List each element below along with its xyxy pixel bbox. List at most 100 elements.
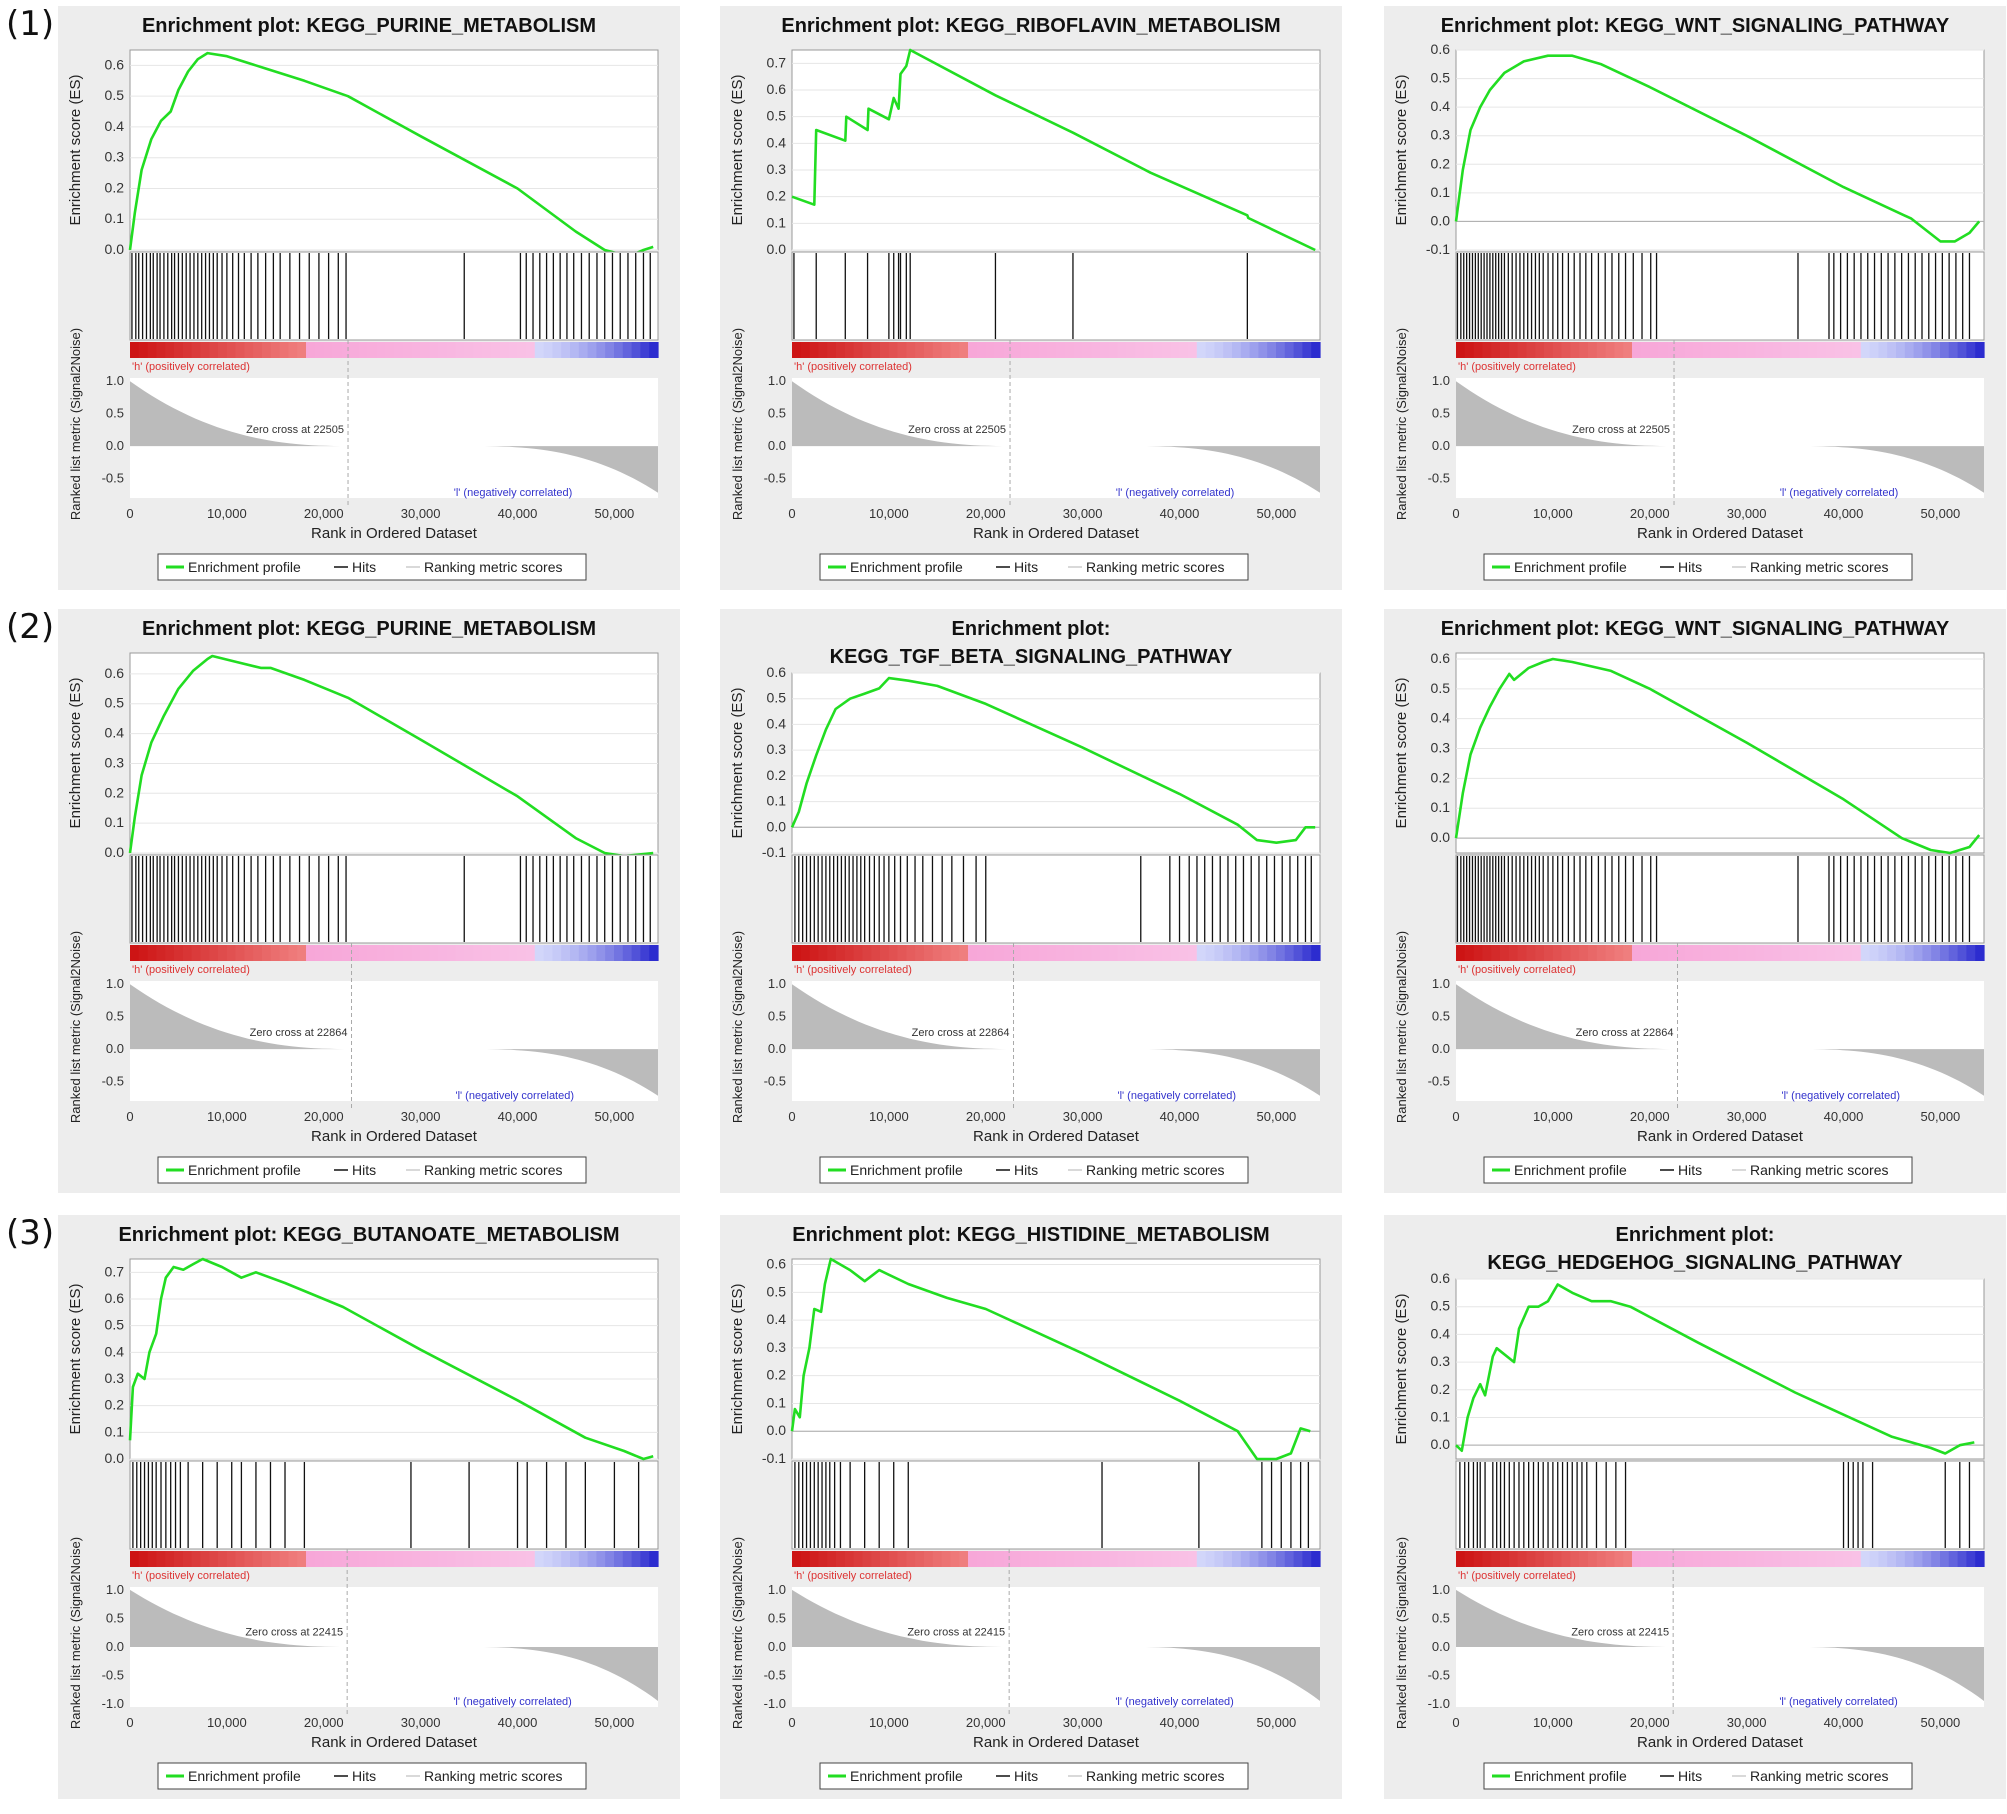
rank-color-segment: [596, 945, 606, 961]
rank-color-segment: [244, 1551, 254, 1567]
hits-area: [791, 251, 1321, 341]
rank-color-segment: [191, 1551, 201, 1567]
rank-color-segment: [1082, 945, 1092, 961]
rank-color-segment: [174, 1551, 184, 1567]
es-axis-label: Enrichment score (ES): [1393, 1294, 1410, 1445]
metric-axis-label: Ranked list metric (Signal2Noise): [1394, 1537, 1409, 1729]
rank-color-segment: [818, 342, 828, 358]
rank-color-segment: [1658, 945, 1668, 961]
legend-box: [819, 553, 1249, 581]
es-tick-label: 0.3: [105, 1370, 125, 1386]
metric-tick-label: 0.5: [768, 406, 786, 421]
rank-color-segment: [270, 1551, 281, 1567]
rank-color-segment: [1913, 1551, 1923, 1567]
rank-color-segment: [1232, 342, 1242, 358]
rank-color-segment: [429, 342, 439, 358]
rank-color-segment: [1860, 945, 1871, 961]
x-tick-label: 40,000: [498, 506, 538, 521]
es-tick-label: 0.3: [1431, 740, 1451, 756]
rank-color-segment: [200, 1551, 210, 1567]
rank-color-segment: [1904, 945, 1915, 961]
rank-color-segment: [174, 945, 184, 961]
es-tick-label: 0.4: [767, 1311, 787, 1327]
rank-color-segment: [1020, 342, 1031, 358]
rank-color-segment: [350, 342, 360, 358]
rank-color-segment: [631, 1551, 641, 1567]
rank-color-segment: [792, 1551, 802, 1567]
rank-color-segment: [270, 342, 281, 358]
metric-tick-label: 0.5: [768, 1009, 786, 1024]
rank-color-segment: [1781, 945, 1791, 961]
es-tick-label: 0.3: [767, 161, 787, 177]
rank-color-segment: [570, 1551, 580, 1567]
enrichment-profile-line: [1455, 1283, 1975, 1455]
es-tick-label: 0.6: [1431, 650, 1451, 666]
es-tick-label: 0.5: [767, 690, 787, 706]
legend-label-hits: Hits: [1014, 1768, 1038, 1784]
es-tick-label: -0.1: [1426, 241, 1450, 257]
metric-tick-label: -0.5: [1428, 1074, 1450, 1089]
rank-color-segment: [649, 1551, 659, 1567]
rank-color-segment: [394, 342, 404, 358]
metric-tick-label: 0.0: [106, 438, 124, 453]
rank-color-segment: [1020, 1551, 1031, 1567]
legend-box: [157, 553, 587, 581]
positive-correlation-label: 'h' (positively correlated): [794, 1570, 912, 1582]
es-tick-label: 0.0: [105, 844, 125, 860]
rank-color-segment: [1240, 342, 1251, 358]
rank-color-segment: [1711, 342, 1721, 358]
enrichment-plot-svg: Enrichment plot: KEGG_WNT_SIGNALING_PATH…: [1393, 618, 1985, 1184]
rank-color-segment: [1755, 945, 1765, 961]
es-axis-label: Enrichment score (ES): [729, 75, 746, 226]
rank-color-segment: [1100, 1551, 1110, 1567]
rank-color-segment: [1249, 1551, 1259, 1567]
rank-color-segment: [1878, 342, 1888, 358]
es-plot-area: [1455, 1278, 1985, 1460]
rank-color-segment: [1526, 342, 1536, 358]
metric-tick-label: -1.0: [102, 1696, 124, 1711]
rank-color-segment: [1570, 945, 1580, 961]
rank-color-segment: [1161, 945, 1171, 961]
rank-color-segment: [191, 945, 201, 961]
legend-label-metric: Ranking metric scores: [424, 559, 563, 575]
rank-color-segment: [587, 1551, 597, 1567]
rank-color-segment: [587, 342, 597, 358]
x-tick-label: 20,000: [1630, 1109, 1670, 1124]
rank-color-segment: [1038, 1551, 1048, 1567]
rank-color-segment: [1258, 1551, 1268, 1567]
es-tick-label: 0.1: [105, 1423, 125, 1439]
es-tick-label: 0.0: [105, 241, 125, 257]
rank-color-segment: [1764, 342, 1774, 358]
rank-color-segment: [1544, 342, 1554, 358]
rank-color-segment: [836, 945, 846, 961]
rank-color-segment: [1860, 342, 1871, 358]
rank-color-segment: [1808, 342, 1818, 358]
rank-color-segment: [1931, 342, 1941, 358]
rank-color-segment: [314, 945, 325, 961]
rank-color-segment: [1258, 945, 1268, 961]
es-tick-label: 0.4: [767, 134, 787, 150]
rank-color-segment: [130, 1551, 140, 1567]
rank-color-segment: [218, 945, 228, 961]
zero-cross-label: Zero cross at 22415: [245, 1627, 343, 1639]
rank-color-segment: [614, 945, 624, 961]
rank-color-segment: [614, 342, 624, 358]
rank-color-segment: [1614, 342, 1624, 358]
enrichment-profile-line: [128, 654, 654, 858]
enrichment-plot-svg: Enrichment plot: KEGG_PURINE_METABOLISM 0…: [67, 15, 659, 581]
x-tick-label: 20,000: [966, 1109, 1006, 1124]
rank-color-segment: [818, 945, 828, 961]
positive-metric-fill: [1456, 984, 1678, 1050]
legend-label-hits: Hits: [352, 1162, 376, 1178]
x-tick-label: 10,000: [207, 506, 247, 521]
negative-metric-fill: [474, 1049, 658, 1096]
rank-color-segment: [640, 1551, 650, 1567]
rank-color-segment: [871, 945, 881, 961]
rank-color-segment: [1658, 342, 1668, 358]
rank-color-segment: [244, 342, 254, 358]
legend-box: [1483, 1762, 1913, 1790]
rank-color-segment: [174, 342, 184, 358]
positive-correlation-label: 'h' (positively correlated): [794, 361, 912, 373]
rank-color-segment: [341, 945, 351, 961]
enrichment-plot-svg: Enrichment plot: KEGG_PURINE_METABOLISM 0…: [67, 618, 659, 1184]
